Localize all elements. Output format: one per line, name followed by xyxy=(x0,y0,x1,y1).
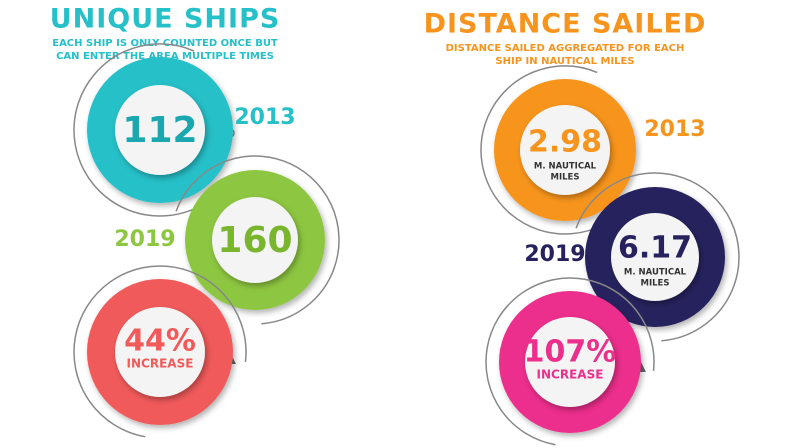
subtitle-line: SHIP IN NAUTICAL MILES xyxy=(495,56,634,67)
inner xyxy=(115,307,205,397)
subtitle-line: DISTANCE SAILED AGGREGATED FOR EACH xyxy=(446,43,685,54)
inner xyxy=(115,85,205,175)
inner xyxy=(212,197,298,283)
unit: M. NAUTICAL xyxy=(534,162,597,172)
stat-circle: 44% INCREASE xyxy=(73,265,247,439)
inner xyxy=(611,213,699,301)
value: 112 xyxy=(122,110,197,151)
orbit xyxy=(73,265,247,439)
stat-circle: 160 2019 xyxy=(114,155,340,325)
unit: M. NAUTICAL xyxy=(624,268,687,278)
orbit xyxy=(570,172,740,342)
stat-circle: 2.98 M. NAUTICAL MILES 2013 xyxy=(480,65,706,235)
subtitle-line: CAN ENTER THE AREA MULTIPLE TIMES xyxy=(56,51,274,62)
panel-title: DISTANCE SAILED xyxy=(424,9,707,40)
year: 2013 xyxy=(644,117,705,142)
year: 2013 xyxy=(234,105,295,130)
inner xyxy=(525,317,615,407)
stat-circle: 112 2013 xyxy=(73,43,296,217)
value: 44% xyxy=(124,324,196,359)
orbit xyxy=(170,155,340,325)
value: 2.98 xyxy=(528,125,602,160)
stat-circle: 6.17 M. NAUTICAL MILES 2019 xyxy=(524,172,740,342)
inner xyxy=(520,105,610,195)
stat-circle: 107% INCREASE xyxy=(485,277,655,447)
value: 6.17 xyxy=(618,231,692,266)
unit: MILES xyxy=(551,173,580,183)
caption: INCREASE xyxy=(537,368,604,382)
year: 2019 xyxy=(524,242,585,267)
caption: INCREASE xyxy=(127,357,194,371)
unit: MILES xyxy=(641,279,670,289)
value: 107% xyxy=(524,335,617,370)
year: 2019 xyxy=(114,227,175,252)
value: 160 xyxy=(217,220,292,261)
panel-title: UNIQUE SHIPS xyxy=(50,4,281,35)
